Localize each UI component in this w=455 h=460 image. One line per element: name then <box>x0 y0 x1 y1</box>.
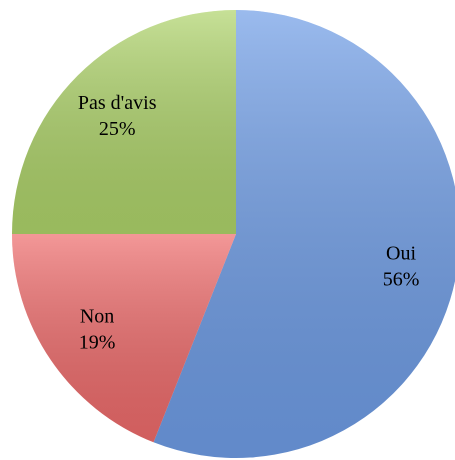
slice-value-label: 56% <box>383 268 420 290</box>
pie <box>12 10 455 458</box>
slice-label: Oui <box>386 242 416 264</box>
slice-label: Non <box>80 305 114 327</box>
slice-shade <box>12 234 236 443</box>
slice-label: Pas d'avis <box>78 92 157 114</box>
slice-shade <box>12 10 236 234</box>
labels: Oui 56% Non 19% Pas d'avis 25% <box>78 92 419 353</box>
slice-shade <box>153 10 455 458</box>
slice-value-label: 19% <box>79 331 116 353</box>
slice-value-label: 25% <box>99 118 136 140</box>
